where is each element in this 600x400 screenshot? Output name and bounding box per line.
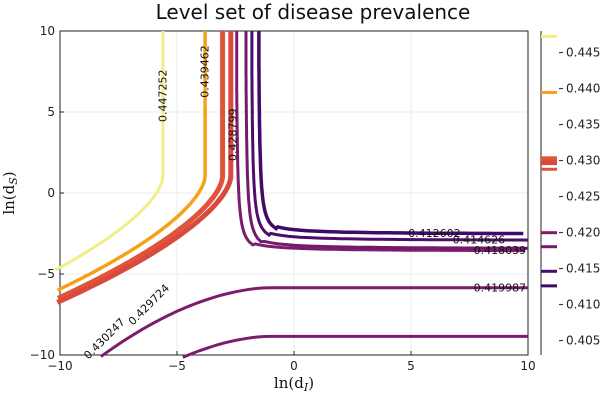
colorbar-tick-label: 0.410 <box>566 298 600 312</box>
chart-title: Level set of disease prevalence <box>156 0 471 24</box>
contour-line <box>54 31 165 272</box>
x-tick-label: −10 <box>47 359 72 373</box>
contour-label: 0.418039 <box>474 244 527 257</box>
grid <box>59 30 529 356</box>
colorbar: 0.405 0.410 0.415 0.420 0.425 0.430 0.435 0.440… <box>540 31 600 355</box>
contour-line <box>56 31 234 305</box>
contour-line <box>56 31 226 301</box>
x-axis: −10 −5 0 5 10 <box>47 351 536 373</box>
x-tick-label: −5 <box>168 359 186 373</box>
colorbar-tick-label: 0.430 <box>566 154 600 168</box>
colorbar-tick-label: 0.425 <box>566 190 600 204</box>
y-axis: −10 −5 0 5 10 <box>30 24 64 362</box>
contour-label: 0.428799 <box>227 108 240 161</box>
contour-label: 0.414626 <box>453 234 506 247</box>
contour-line <box>244 31 528 250</box>
y-tick-label: 0 <box>47 186 55 200</box>
contour-line <box>100 286 528 358</box>
contour-label: 0.447252 <box>157 70 170 123</box>
contour-label: 0.429724 <box>126 282 172 328</box>
x-tick-label: 10 <box>520 359 535 373</box>
contour-label: 0.412602 <box>408 227 461 240</box>
contour-label: 0.419987 <box>474 281 527 294</box>
contour-labels: 0.447252 0.4394620.4302470.4297240.428799… <box>81 45 526 362</box>
y-tick-label: −10 <box>30 348 55 362</box>
x-tick-label: 0 <box>290 359 298 373</box>
x-tick-label: 5 <box>407 359 415 373</box>
colorbar-tick-label: 0.420 <box>566 226 600 240</box>
y-tick-label: 10 <box>40 24 55 38</box>
contour-line <box>235 31 525 253</box>
contour-line <box>257 31 524 236</box>
colorbar-tick-label: 0.415 <box>566 262 600 276</box>
contour-lines <box>54 31 529 359</box>
contour-line <box>56 31 207 292</box>
colorbar-tick-label: 0.435 <box>566 118 600 132</box>
colorbar-tick-label: 0.405 <box>566 334 600 348</box>
colorbar-tick-label: 0.440 <box>566 82 600 96</box>
x-axis-label: ln(dI) <box>274 374 314 394</box>
y-axis-label: ln(dS) <box>0 171 20 214</box>
contour-line <box>250 31 529 242</box>
y-tick-label: −5 <box>37 267 55 281</box>
contour-label: 0.439462 <box>199 45 212 98</box>
y-tick-label: 5 <box>47 105 55 119</box>
colorbar-tick-label: 0.445 <box>566 46 600 60</box>
contour-line <box>182 334 528 359</box>
